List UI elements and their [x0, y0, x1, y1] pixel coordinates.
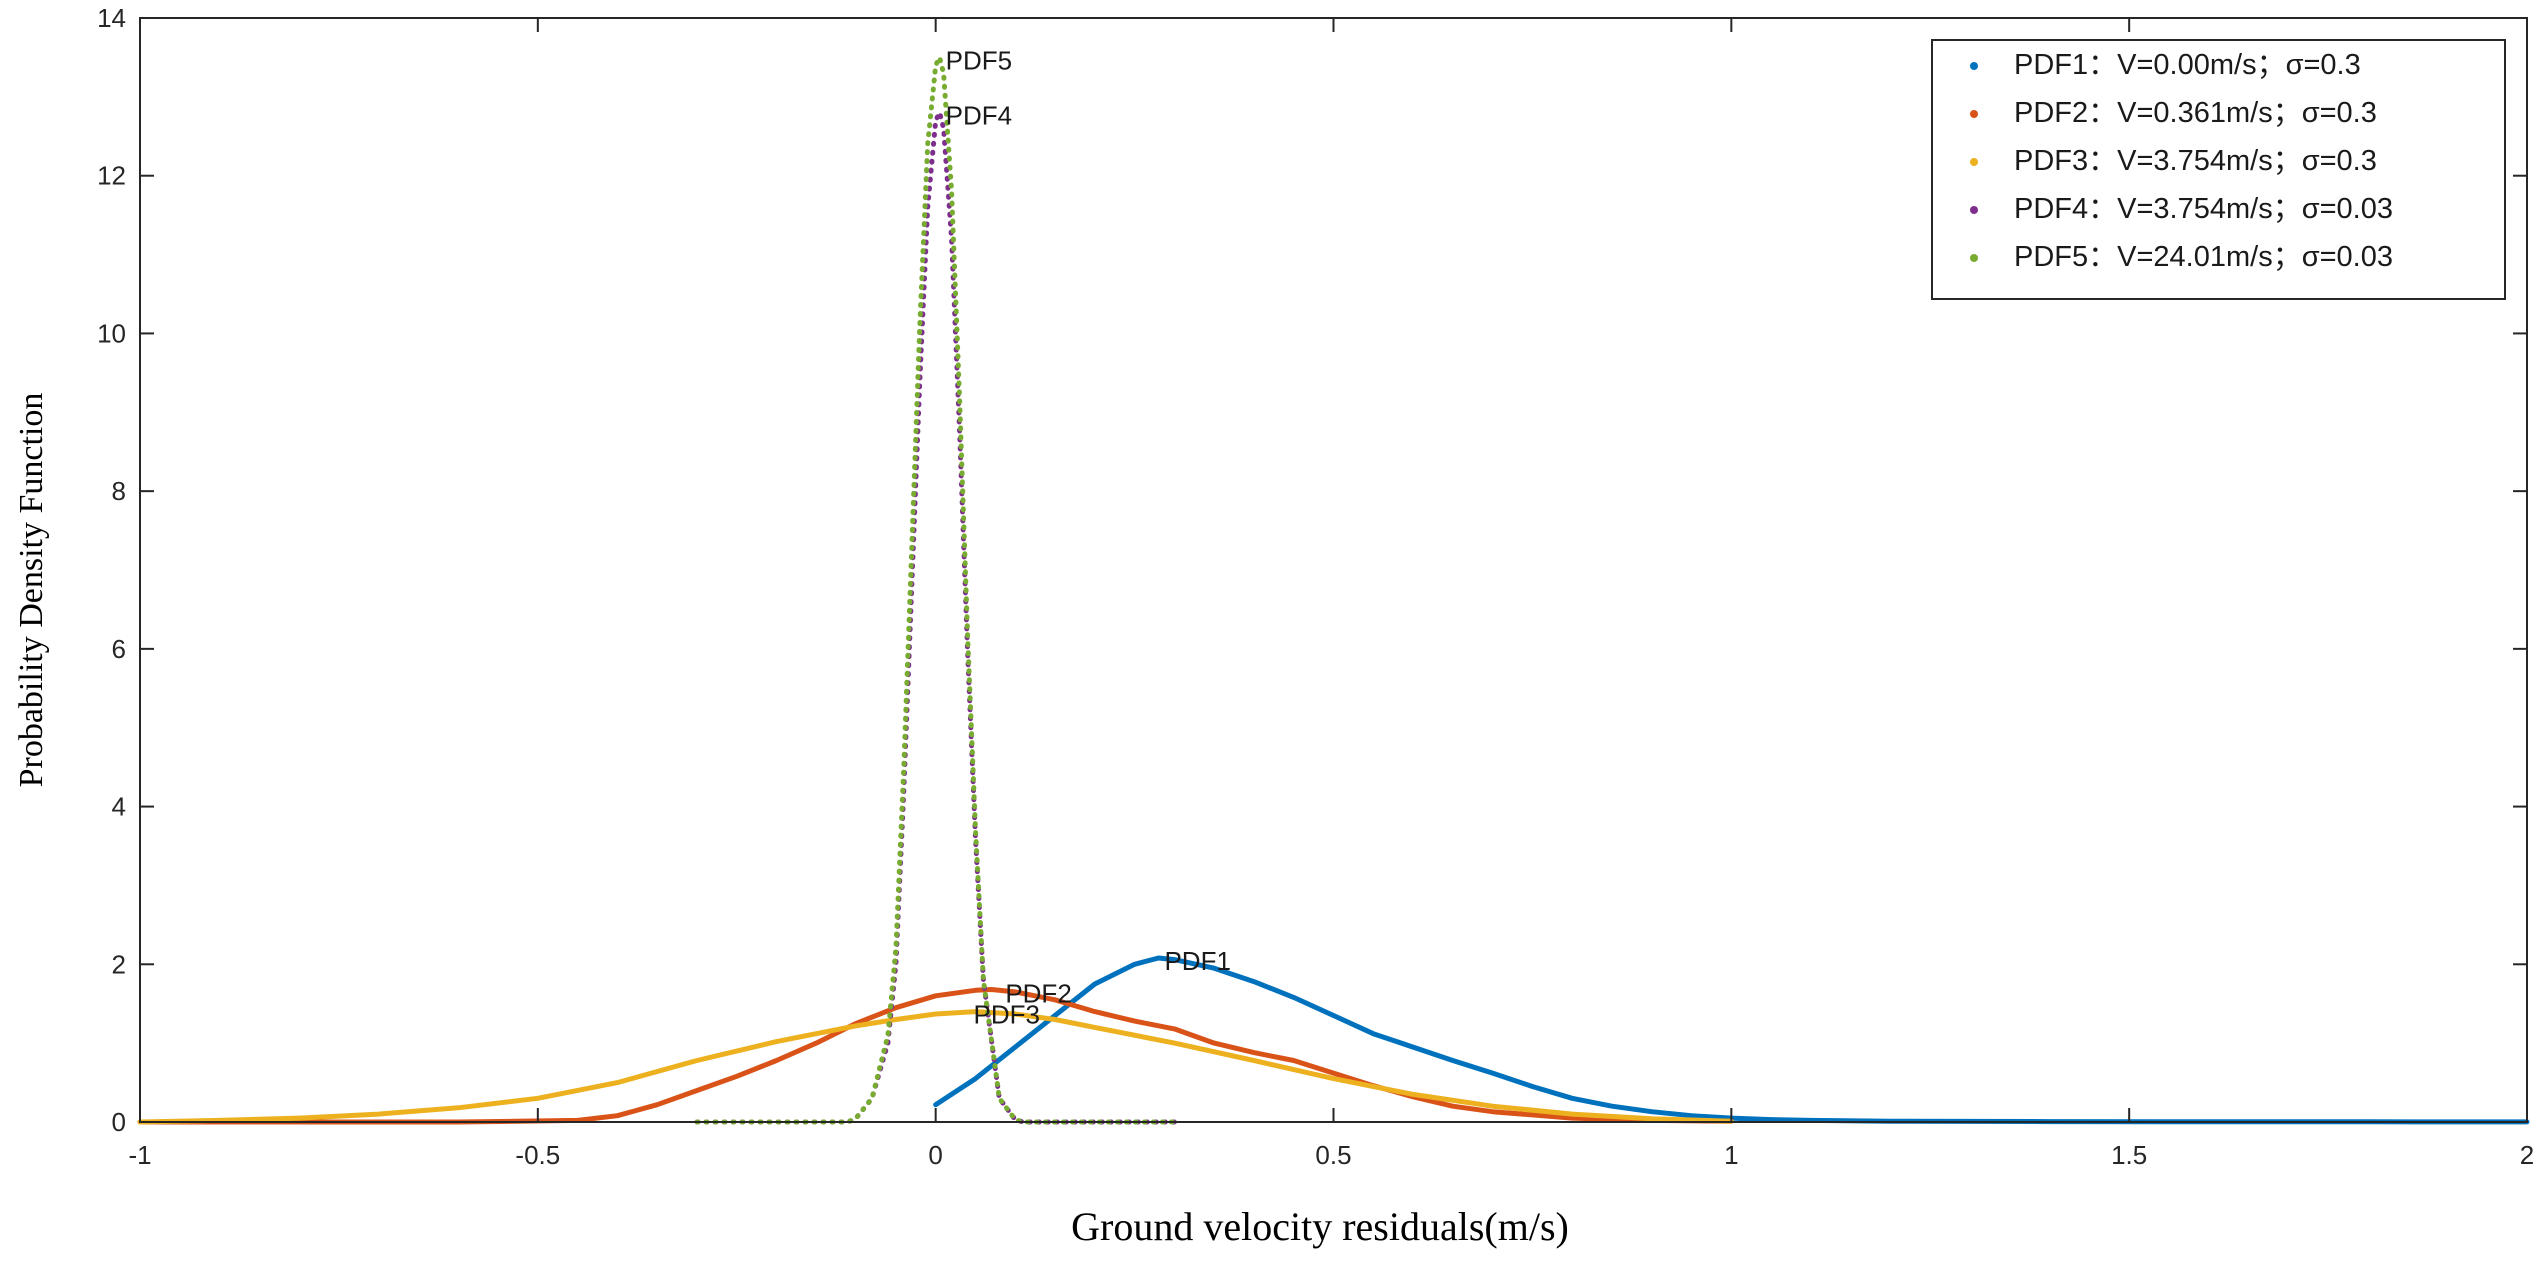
curve-label-pdf3: PDF3	[973, 1000, 1039, 1030]
series-curves	[137, 54, 2530, 1125]
curve-label-pdf4: PDF4	[946, 101, 1012, 131]
legend-box	[1931, 39, 2506, 300]
legend-marker-pdf3	[1970, 158, 1978, 166]
x-tick-label: -1	[128, 1140, 151, 1170]
series-line-pdf3	[137, 1009, 1734, 1125]
y-tick-label: 0	[112, 1107, 126, 1137]
series-line-pdf5	[694, 54, 1177, 1125]
series-line-pdf1	[933, 955, 2530, 1125]
y-tick-label: 2	[112, 949, 126, 979]
x-tick-label: 0	[928, 1140, 942, 1170]
x-axis-label: Ground velocity residuals(m/s)	[1071, 1204, 1569, 1249]
y-tick-label: 10	[97, 318, 126, 348]
x-tick-label: 0.5	[1315, 1140, 1351, 1170]
legend-marker-pdf4	[1970, 206, 1978, 214]
legend-entry-pdf5: PDF5：V=24.01m/s；σ=0.03	[2014, 241, 2393, 273]
y-tick-label: 14	[97, 3, 126, 33]
y-tick-label: 4	[112, 792, 126, 822]
legend-entry-pdf4: PDF4：V=3.754m/s；σ=0.03	[2014, 193, 2393, 225]
x-tick-label: 1	[1724, 1140, 1738, 1170]
series-line-pdf4	[694, 110, 1177, 1125]
legend: PDF1：V=0.00m/s；σ=0.3 PDF2：V=0.361m/s；σ=0.…	[1931, 39, 2506, 300]
legend-marker-pdf2	[1970, 110, 1978, 118]
x-tick-label: 2	[2520, 1140, 2534, 1170]
curve-label-pdf1: PDF1	[1164, 946, 1230, 976]
legend-entry-pdf1: PDF1：V=0.00m/s；σ=0.3	[2014, 49, 2361, 81]
y-tick-label: 12	[97, 161, 126, 191]
legend-marker-pdf1	[1970, 62, 1978, 70]
y-tick-label: 6	[112, 634, 126, 664]
curve-label-pdf2: PDF2	[1005, 978, 1071, 1008]
y-tick-label: 8	[112, 476, 126, 506]
x-tick-label: 1.5	[2111, 1140, 2147, 1170]
legend-entry-pdf2: PDF2：V=0.361m/s；σ=0.3	[2014, 97, 2377, 129]
axis-ticks: -1 -0.5 0 0.5 1 1.5 2 0 2 4 6 8 10 12 14	[97, 3, 2534, 1170]
x-tick-label: -0.5	[515, 1140, 560, 1170]
legend-marker-pdf5	[1970, 254, 1978, 262]
legend-entry-pdf3: PDF3：V=3.754m/s；σ=0.3	[2014, 145, 2377, 177]
y-axis-label: Probability Density Function	[13, 393, 50, 788]
series-line-pdf2	[137, 987, 1734, 1125]
curve-label-pdf5: PDF5	[946, 45, 1012, 75]
